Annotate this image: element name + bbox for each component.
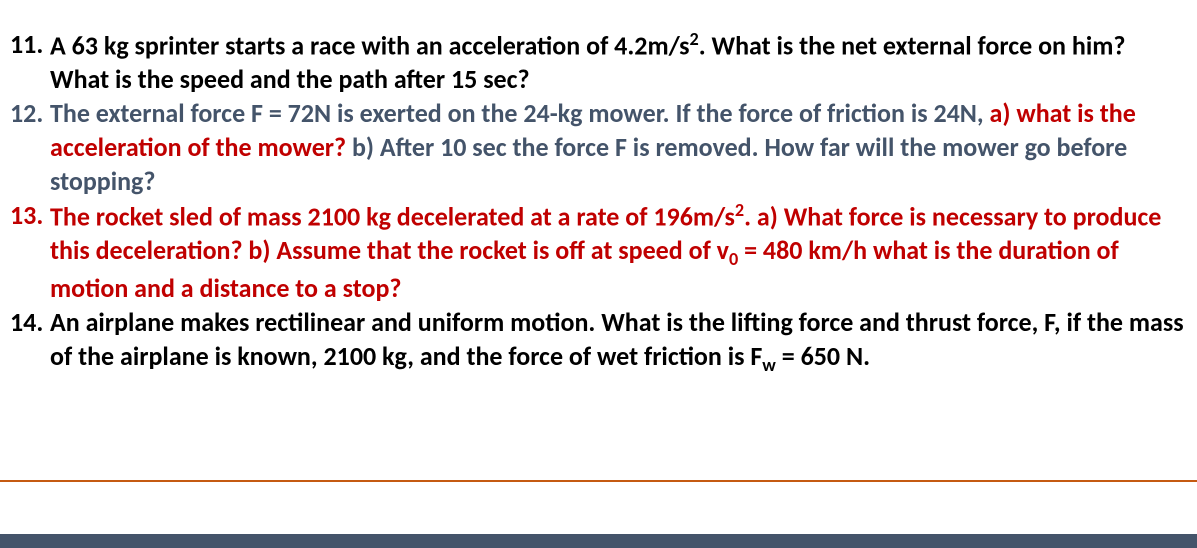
- text-segment: w: [762, 354, 776, 376]
- question-11: A 63 kg sprinter starts a race with an a…: [10, 28, 1187, 97]
- divider-line: [0, 480, 1197, 482]
- text-segment: a) what is the acceleration of the mower…: [50, 97, 1136, 163]
- slide: A 63 kg sprinter starts a race with an a…: [0, 0, 1197, 548]
- text-segment: 0: [729, 248, 738, 270]
- question-12: The external force F = 72N is exerted on…: [10, 97, 1187, 198]
- text-segment: 2: [735, 199, 744, 221]
- text-segment: 2: [689, 28, 698, 50]
- question-list: A 63 kg sprinter starts a race with an a…: [10, 28, 1187, 377]
- question-14: An airplane makes rectilinear and unifor…: [10, 306, 1187, 378]
- footer-band: [0, 534, 1197, 548]
- question-13: The rocket sled of mass 2100 kg decelera…: [10, 199, 1187, 306]
